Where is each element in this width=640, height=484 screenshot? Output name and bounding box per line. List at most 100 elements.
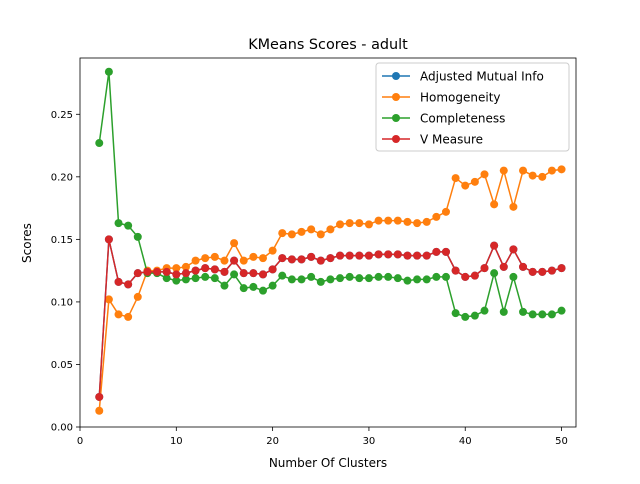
x-tick-label: 40 (459, 436, 472, 447)
y-axis: 0.00 0.05 0.10 0.15 0.20 0.25 (51, 110, 80, 434)
data-point (538, 267, 547, 276)
data-point (104, 235, 113, 244)
data-point (393, 250, 402, 259)
data-point (557, 264, 566, 273)
data-point (413, 251, 422, 260)
data-point (345, 219, 354, 228)
data-point (432, 247, 441, 256)
data-point (95, 139, 104, 148)
data-point (162, 267, 171, 276)
data-point (470, 271, 479, 280)
plot-area (79, 57, 577, 428)
data-point (133, 269, 142, 278)
data-point (326, 225, 335, 234)
data-point (268, 281, 277, 290)
data-point (172, 276, 181, 285)
data-point (355, 251, 364, 260)
data-point (220, 281, 229, 290)
data-point (268, 265, 277, 274)
data-point (287, 230, 296, 239)
data-point (403, 217, 412, 226)
data-point (538, 310, 547, 319)
data-point (480, 264, 489, 273)
data-point (268, 246, 277, 255)
data-point (355, 219, 364, 228)
data-point (249, 282, 258, 291)
legend-box (375, 62, 570, 152)
data-point (528, 310, 537, 319)
data-point (364, 274, 373, 283)
x-tick-label: 0 (77, 436, 83, 447)
data-point (413, 219, 422, 228)
data-point (307, 225, 316, 234)
data-point (114, 277, 123, 286)
data-point (258, 270, 267, 279)
axes-frame (79, 57, 577, 428)
y-axis-label: Scores (20, 223, 34, 263)
data-point (278, 271, 287, 280)
data-point (509, 202, 518, 211)
data-point (557, 306, 566, 315)
data-point (95, 406, 104, 415)
x-axis-label: Number Of Clusters (269, 456, 387, 470)
data-point (413, 275, 422, 284)
data-point (230, 239, 239, 248)
legend-marker (392, 72, 400, 80)
data-point (220, 256, 229, 265)
chart-title: KMeans Scores - adult (248, 37, 408, 53)
data-point (230, 256, 239, 265)
legend-item: V Measure (382, 133, 483, 147)
legend-marker (392, 114, 400, 122)
series-2 (95, 165, 566, 415)
data-point (316, 256, 325, 265)
y-tick-label: 0.20 (51, 172, 73, 183)
data-point (191, 256, 200, 265)
data-point (403, 276, 412, 285)
data-point (249, 252, 258, 261)
data-point (297, 227, 306, 236)
data-point (201, 254, 210, 263)
data-point (393, 274, 402, 283)
x-tick-label: 50 (555, 436, 568, 447)
data-point (278, 229, 287, 238)
data-point (172, 264, 181, 273)
data-point (114, 310, 123, 319)
data-point (336, 220, 345, 229)
data-point (374, 216, 383, 225)
data-point (162, 274, 171, 283)
data-point (210, 265, 219, 274)
data-point (528, 171, 537, 180)
data-point (461, 312, 470, 321)
data-point (307, 272, 316, 281)
data-point (345, 272, 354, 281)
data-point (461, 272, 470, 281)
y-tick-label: 0.25 (51, 110, 73, 121)
data-point (355, 274, 364, 283)
data-point (201, 264, 210, 273)
data-point (95, 392, 104, 401)
data-point (403, 251, 412, 260)
data-point (239, 284, 248, 293)
legend-label: Completeness (420, 112, 505, 126)
legend-marker (392, 135, 400, 143)
data-point (104, 67, 113, 76)
data-point (258, 286, 267, 295)
data-point (547, 310, 556, 319)
data-point (364, 251, 373, 260)
data-point (210, 274, 219, 283)
data-point (422, 217, 431, 226)
data-point (143, 267, 152, 276)
data-point (287, 275, 296, 284)
data-point (191, 266, 200, 275)
data-point (239, 256, 248, 265)
data-point (364, 220, 373, 229)
data-point (480, 306, 489, 315)
data-point (239, 269, 248, 278)
data-point (451, 174, 460, 183)
y-tick-label: 0.00 (51, 423, 73, 434)
data-point (210, 252, 219, 261)
data-point (519, 166, 528, 175)
data-point (480, 170, 489, 179)
data-point (374, 272, 383, 281)
data-point (153, 267, 162, 276)
